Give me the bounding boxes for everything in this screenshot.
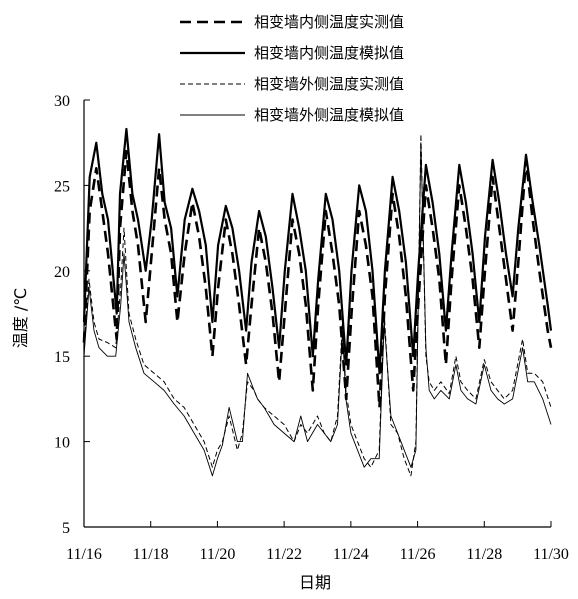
legend-label-1: 相变墙内侧温度实测值 (254, 13, 404, 31)
x-tick-label: 11/22 (266, 546, 302, 563)
x-tick-label: 11/30 (533, 546, 569, 563)
x-tick-label: 11/20 (199, 546, 235, 563)
legend-label-3: 相变墙外侧温度实测值 (254, 75, 404, 93)
y-tick-label: 5 (62, 520, 70, 537)
series-line-4 (83, 142, 552, 477)
ticks: 5 10 15 20 25 30 11/16 11/18 11/20 11/22 11/24 11/2… (54, 93, 569, 563)
y-tick-label: 15 (54, 349, 70, 366)
plot-lines (82, 127, 553, 477)
x-tick-label: 11/26 (400, 546, 436, 563)
x-tick-label: 11/28 (466, 546, 502, 563)
series-line-3 (83, 133, 552, 477)
x-tick-label: 11/18 (133, 546, 169, 563)
y-tick-label: 25 (54, 178, 70, 195)
series-line-2 (82, 127, 553, 375)
x-tick-label: 11/16 (66, 546, 102, 563)
x-axis-title: 日期 (299, 573, 331, 592)
y-tick-label: 30 (54, 93, 70, 110)
legend-label-2: 相变墙内侧温度模拟值 (254, 44, 404, 62)
y-tick-label: 10 (54, 435, 70, 452)
series-line-1 (82, 149, 553, 409)
legend-label-4: 相变墙外侧温度模拟值 (254, 106, 404, 124)
y-axis-title: 温度 /℃ (11, 288, 30, 348)
y-tick-label: 20 (54, 264, 70, 281)
x-tick-label: 11/24 (333, 546, 369, 563)
